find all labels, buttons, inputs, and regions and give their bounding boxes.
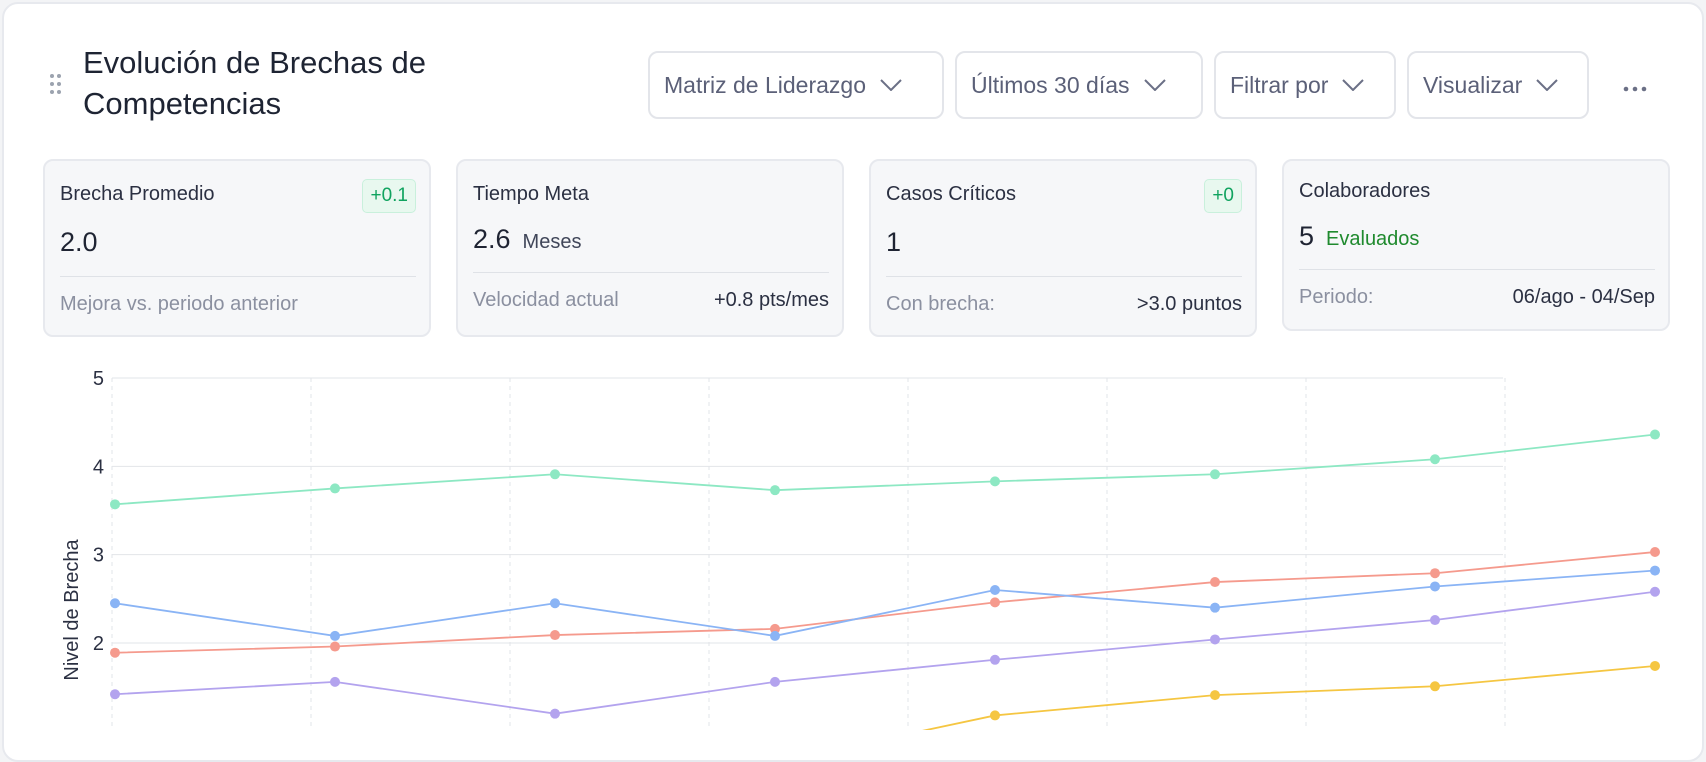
y-tick-label: 2 (93, 633, 104, 655)
matrix-dropdown[interactable]: Matriz de Liderazgo (648, 51, 944, 119)
card-footer-value: +0.8 pts/mes (713, 289, 829, 311)
data-point[interactable] (110, 499, 120, 510)
data-point[interactable] (1650, 660, 1660, 671)
change-badge: +0.1 (362, 179, 416, 213)
chart-y-axis: 2 3 4 5 (93, 370, 104, 655)
card-title: Brecha Promedio (60, 183, 215, 205)
kpi-card-average-gap: Brecha Promedio +0.1 2.0 Mejora vs. peri… (43, 159, 431, 337)
data-point[interactable] (1430, 581, 1440, 592)
dropdown-label: Visualizar (1423, 71, 1523, 98)
card-divider (886, 276, 1242, 277)
data-point[interactable] (1210, 577, 1220, 588)
dropdown-label: Últimos 30 días (971, 71, 1130, 98)
card-value-row: 5 Evaluados (1299, 221, 1419, 252)
card-unit: Meses (522, 231, 582, 253)
card-unit: Evaluados (1326, 228, 1420, 250)
card-title: Tiempo Meta (473, 183, 589, 205)
data-point[interactable] (770, 485, 780, 496)
data-point[interactable] (550, 630, 560, 641)
data-point[interactable] (1210, 634, 1220, 645)
data-point[interactable] (770, 676, 780, 687)
chevron-down-icon (880, 79, 902, 91)
series-line (114, 590, 1656, 715)
series-line (114, 569, 1656, 637)
card-value: 5 (1299, 221, 1315, 251)
chevron-down-icon (1536, 79, 1559, 91)
card-value: 1 (886, 227, 902, 257)
period-dropdown[interactable]: Últimos 30 días (955, 51, 1203, 119)
data-point[interactable] (550, 469, 560, 480)
data-point[interactable] (990, 597, 1000, 608)
card-divider (60, 276, 416, 277)
y-axis-label: Nivel de Brecha (61, 539, 83, 681)
more-options-icon[interactable] (1622, 76, 1648, 102)
card-value: 2.0 (60, 227, 98, 257)
dropdown-label: Matriz de Liderazgo (664, 71, 866, 98)
y-tick-label: 3 (93, 545, 104, 567)
data-point[interactable] (110, 647, 120, 658)
data-point[interactable] (990, 710, 1000, 721)
card-footer-label: Mejora vs. periodo anterior (60, 293, 298, 315)
data-point[interactable] (990, 476, 1000, 487)
card-divider (473, 272, 829, 273)
data-point[interactable] (770, 623, 780, 634)
gap-evolution-chart: 2 3 4 5 Nivel de Brecha (61, 370, 1660, 730)
visualize-dropdown[interactable]: Visualizar (1407, 51, 1589, 119)
drag-handle-icon[interactable] (50, 74, 62, 96)
card-footer-value: 06/ago - 04/Sep (1512, 286, 1655, 308)
series-line-segment (922, 714, 996, 730)
data-point[interactable] (330, 483, 340, 494)
data-point[interactable] (1650, 565, 1660, 576)
data-point[interactable] (990, 585, 1000, 595)
data-point[interactable] (1650, 586, 1660, 597)
data-point[interactable] (1430, 615, 1440, 626)
data-point[interactable] (330, 641, 340, 652)
data-point[interactable] (1210, 690, 1220, 701)
change-badge: +0 (1204, 179, 1242, 213)
data-point[interactable] (550, 708, 560, 719)
card-footer-label: Periodo: (1299, 286, 1374, 308)
data-point[interactable] (1430, 454, 1440, 465)
panel-header: Evolución de Brechas de Competencias Mat… (4, 4, 1702, 154)
chevron-down-icon (1342, 79, 1365, 91)
data-point[interactable] (330, 630, 340, 641)
kpi-card-critical-cases: Casos Críticos +0 1 Con brecha: >3.0 pun… (869, 159, 1257, 337)
data-point[interactable] (1650, 547, 1660, 558)
chart-series (110, 429, 1660, 730)
series-line (114, 433, 1656, 506)
kpi-card-target-time: Tiempo Meta 2.6 Meses Velocidad actual +0… (456, 159, 844, 337)
filter-dropdown[interactable]: Filtrar por (1214, 51, 1396, 119)
kpi-card-collaborators: Colaboradores 5 Evaluados Periodo: 06/ago… (1282, 159, 1670, 331)
data-point[interactable] (990, 654, 1000, 665)
dropdown-label: Filtrar por (1230, 71, 1329, 98)
y-tick-label: 5 (93, 370, 104, 390)
data-point[interactable] (1210, 469, 1220, 480)
card-divider (1299, 269, 1655, 270)
data-point[interactable] (1210, 602, 1220, 613)
data-point[interactable] (110, 689, 120, 700)
card-title: Casos Críticos (886, 183, 1017, 205)
series-line (994, 665, 1656, 717)
card-footer-label: Velocidad actual (473, 289, 619, 311)
card-title: Colaboradores (1299, 180, 1431, 202)
card-footer-value: >3.0 puntos (1136, 293, 1242, 315)
card-value: 2.6 (473, 224, 511, 254)
data-point[interactable] (770, 630, 780, 641)
data-point[interactable] (550, 598, 560, 609)
series-line (114, 551, 1656, 654)
data-point[interactable] (1430, 681, 1440, 692)
card-footer-label: Con brecha: (886, 293, 995, 315)
card-value-row: 2.6 Meses (473, 224, 581, 255)
y-tick-label: 4 (93, 456, 104, 478)
chart-grid (111, 377, 1506, 730)
data-point[interactable] (1650, 429, 1660, 440)
data-point[interactable] (330, 676, 340, 687)
data-point[interactable] (110, 598, 120, 609)
data-point[interactable] (1430, 568, 1440, 579)
page-title: Evolución de Brechas de Competencias (83, 45, 426, 121)
chevron-down-icon (1143, 79, 1166, 91)
